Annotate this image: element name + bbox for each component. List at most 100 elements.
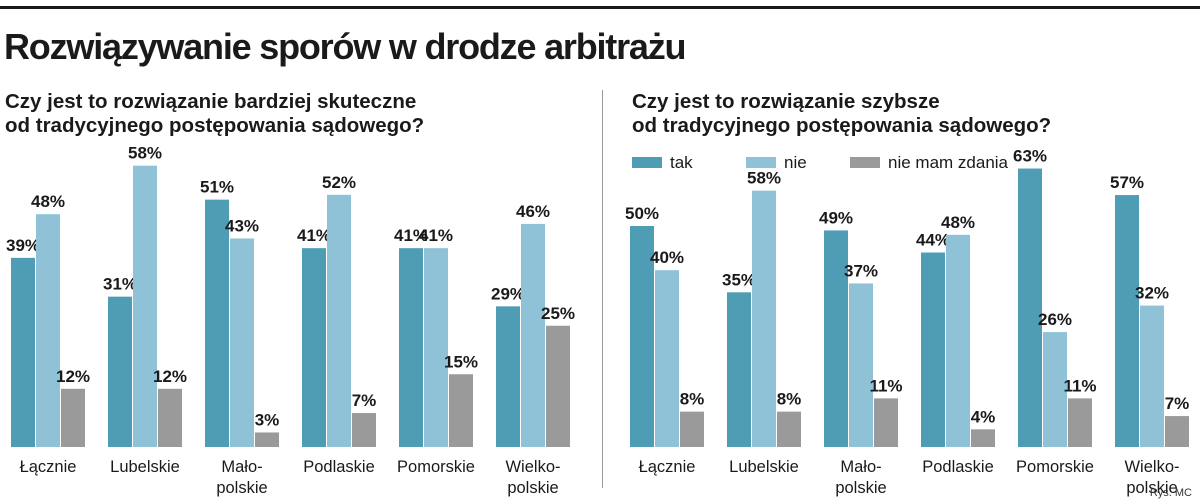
right-bar-nie: [1140, 305, 1164, 447]
right-bar-tak: [1018, 168, 1042, 448]
left-bar-nie: [521, 223, 545, 447]
left-bar-nie: [230, 238, 254, 447]
left-bar-nie-mam-zdania: [546, 325, 570, 447]
left-bar-nie-mam-zdania: [61, 388, 85, 447]
left-data-label-nie: 41%: [419, 226, 453, 245]
right-data-label-nie-mam-zdania: 4%: [971, 407, 996, 426]
left-data-label-tak: 31%: [103, 275, 137, 294]
right-chart: 50% 40% 8% Łącznie 35% 58% 8% Lubelskie 49% 37% 11…: [625, 147, 1189, 497]
right-data-label-nie: 40%: [650, 248, 684, 267]
right-bar-tak: [824, 230, 848, 447]
top-rule: [0, 6, 1200, 9]
right-bar-nie-mam-zdania: [680, 411, 704, 447]
left-category-label: Pomorskie: [397, 458, 475, 476]
legend-item-nie: nie: [746, 152, 807, 174]
right-data-label-nie: 37%: [844, 261, 878, 280]
left-bar-tak: [496, 306, 520, 447]
right-bar-nie: [946, 234, 970, 447]
legend-label-nie: nie: [784, 153, 807, 172]
right-category-label: Mało-: [840, 458, 881, 476]
right-question-line-2: od tradycyjnego postępowania sądowego?: [632, 114, 1052, 137]
legend-swatch-nie: [746, 157, 776, 169]
right-bar-nie-mam-zdania: [1068, 398, 1092, 447]
legend-label-tak: tak: [670, 153, 693, 172]
left-data-label-nie: 48%: [31, 192, 65, 211]
left-category-label: Lubelskie: [110, 458, 180, 476]
right-data-label-nie-mam-zdania: 11%: [869, 376, 902, 395]
left-question-line-1: Czy jest to rozwiązanie bardziej skutecz…: [5, 90, 417, 113]
left-bar-nie-mam-zdania: [352, 413, 376, 447]
right-category-label: Pomorskie: [1016, 458, 1094, 476]
right-bar-nie: [849, 283, 873, 447]
left-data-label-nie: 46%: [516, 202, 550, 221]
left-category-label: Mało-: [221, 458, 262, 476]
left-chart: 39% 48% 12% Łącznie 31% 58% 12% Lubelskie 51% 43%…: [6, 144, 575, 497]
panel-divider: [602, 90, 603, 488]
legend-swatch-tak: [632, 157, 662, 169]
credit: Rys. MC: [1149, 487, 1192, 499]
right-data-label-tak: 35%: [722, 270, 756, 289]
left-data-label-nie-mam-zdania: 7%: [352, 391, 377, 410]
right-data-label-tak: 63%: [1013, 147, 1047, 166]
left-bar-nie: [133, 165, 157, 447]
right-data-label-tak: 57%: [1110, 173, 1144, 192]
right-bar-nie: [655, 270, 679, 447]
left-data-label-tak: 51%: [200, 178, 234, 197]
right-bar-nie: [752, 190, 776, 447]
left-data-label-nie-mam-zdania: 15%: [444, 352, 478, 371]
left-bar-nie: [327, 194, 351, 447]
left-data-label-nie-mam-zdania: 12%: [153, 367, 187, 386]
left-bar-tak: [11, 257, 35, 447]
left-data-label-tak: 41%: [297, 226, 331, 245]
left-data-label-nie: 58%: [128, 144, 162, 163]
left-data-label-tak: 41%: [394, 226, 428, 245]
right-bar-nie: [1043, 332, 1067, 447]
left-data-label-nie: 52%: [322, 173, 356, 192]
right-data-label-tak: 44%: [916, 231, 950, 250]
right-bar-tak: [921, 252, 945, 447]
right-question-line-1: Czy jest to rozwiązanie szybsze: [632, 90, 940, 113]
right-bar-nie-mam-zdania: [874, 398, 898, 447]
right-category-label: Podlaskie: [922, 458, 994, 476]
legend-item-tak: tak: [632, 152, 693, 174]
right-data-label-nie: 32%: [1135, 284, 1169, 303]
right-question: Czy jest to rozwiązanie szybsze od trady…: [632, 90, 1051, 138]
right-data-label-nie: 58%: [747, 169, 781, 188]
right-data-label-tak: 49%: [819, 208, 853, 227]
left-question: Czy jest to rozwiązanie bardziej skutecz…: [5, 90, 424, 138]
right-data-label-nie-mam-zdania: 11%: [1063, 376, 1096, 395]
chart-title: Rozwiązywanie sporów w drodze arbitrażu: [4, 26, 687, 67]
legend-label-nie-mam-zdania: nie mam zdania: [888, 153, 1009, 172]
left-data-label-nie-mam-zdania: 12%: [56, 367, 90, 386]
right-bar-tak: [1115, 195, 1139, 447]
left-bar-nie-mam-zdania: [255, 432, 279, 447]
right-bar-tak: [630, 226, 654, 447]
left-category-label: polskie: [507, 479, 558, 497]
right-data-label-nie-mam-zdania: 8%: [680, 390, 705, 409]
right-bar-nie-mam-zdania: [971, 429, 995, 447]
left-data-label-tak: 39%: [6, 236, 40, 255]
right-bar-nie-mam-zdania: [777, 411, 801, 447]
right-category-label: polskie: [835, 479, 886, 497]
left-bar-tak: [205, 199, 229, 447]
left-bar-tak: [302, 248, 326, 447]
right-data-label-tak: 50%: [625, 204, 659, 223]
left-bar-nie-mam-zdania: [449, 374, 473, 447]
right-bar-tak: [727, 292, 751, 447]
left-category-label: Podlaskie: [303, 458, 375, 476]
right-bar-nie-mam-zdania: [1165, 416, 1189, 447]
left-data-label-tak: 29%: [491, 284, 525, 303]
left-category-label: Łącznie: [20, 458, 77, 476]
right-data-label-nie-mam-zdania: 8%: [777, 390, 802, 409]
left-bar-tak: [399, 248, 423, 447]
left-category-label: polskie: [216, 479, 267, 497]
left-category-label: Wielko-: [505, 458, 560, 476]
left-question-line-2: od tradycyjnego postępowania sądowego?: [5, 114, 425, 137]
legend-swatch-nie-mam-zdania: [850, 157, 880, 169]
left-data-label-nie-mam-zdania: 25%: [541, 304, 575, 323]
legend-item-nie-mam-zdania: nie mam zdania: [850, 152, 1008, 174]
left-data-label-nie: 43%: [225, 216, 259, 235]
left-bar-tak: [108, 296, 132, 447]
right-category-label: Lubelskie: [729, 458, 799, 476]
